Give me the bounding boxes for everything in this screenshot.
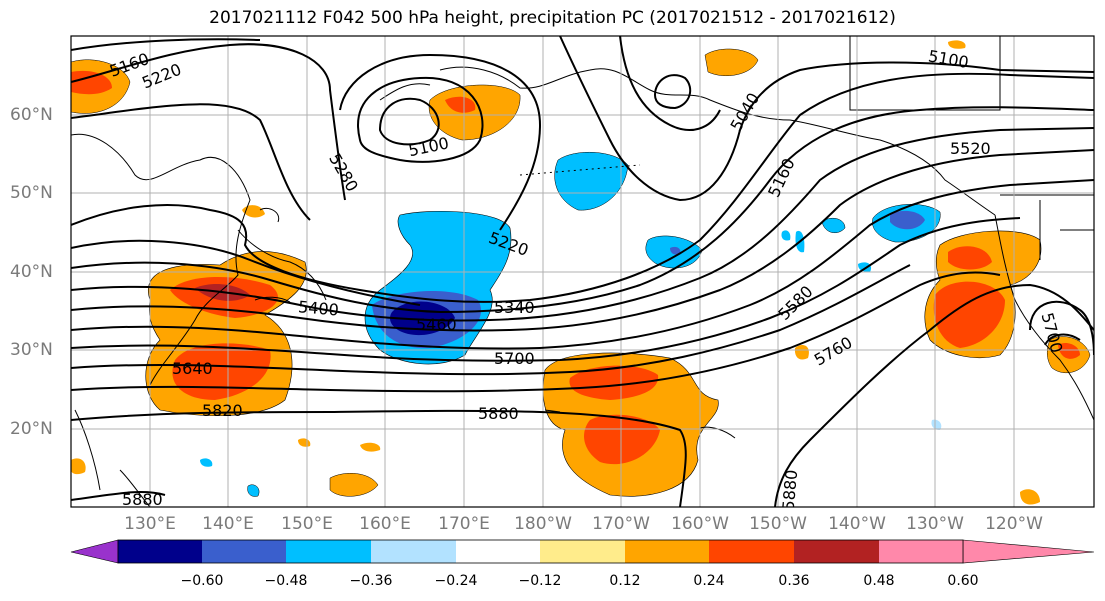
contour-label: 5400 — [297, 297, 339, 319]
map-title: 2017021112 F042 500 hPa height, precipit… — [209, 8, 896, 28]
contour-labels: 5160 5220 5100 5040 5100 5280 5160 5520 … — [107, 46, 1066, 511]
contour-label: 5460 — [416, 315, 457, 334]
longitude-label: 130°W — [906, 514, 964, 534]
contour-label: 5340 — [494, 298, 535, 317]
colorbar-segment — [286, 540, 371, 563]
longitude-label: 120°W — [985, 514, 1043, 534]
longitude-label: 150°E — [281, 514, 333, 534]
colorbar-tick-label: 0.24 — [693, 573, 725, 589]
colorbar-segment — [625, 540, 709, 563]
contour-label: 5640 — [172, 359, 213, 378]
colorbar-tick-label: 0.36 — [778, 573, 810, 589]
colorbar-segment — [456, 540, 540, 563]
precip-shading — [71, 40, 1091, 505]
latitude-label: 50°N — [10, 183, 53, 203]
colorbar-tick-label: −0.48 — [264, 573, 308, 589]
contour-label: 5700 — [494, 349, 535, 368]
contour-label: 5880 — [478, 404, 519, 423]
longitude-label: 180°W — [514, 514, 572, 534]
latitude-label: 30°N — [10, 340, 53, 360]
colorbar-segment — [794, 540, 879, 563]
colorbar-tick-label: −0.24 — [434, 573, 478, 589]
colorbar-segment — [118, 540, 202, 563]
colorbar-segment — [540, 540, 625, 563]
colorbar-tick-label: 0.60 — [947, 573, 979, 589]
longitude-label: 170°E — [438, 514, 490, 534]
colorbar-extend-low — [70, 539, 119, 564]
contour-label: 5820 — [202, 401, 243, 420]
latitude-label: 60°N — [10, 105, 53, 125]
longitude-label: 160°W — [671, 514, 729, 534]
longitude-label: 150°W — [749, 514, 807, 534]
longitude-label: 130°E — [124, 514, 176, 534]
latitude-label: 20°N — [10, 419, 53, 439]
height-contours — [71, 36, 1094, 507]
colorbar-tick-label: −0.36 — [349, 573, 393, 589]
graticule — [71, 36, 1094, 507]
longitude-label: 160°E — [359, 514, 411, 534]
colorbar-frame — [117, 539, 964, 564]
longitude-label: 140°E — [202, 514, 254, 534]
contour-label: 5880 — [779, 469, 801, 511]
colorbar-tick-label: −0.12 — [518, 573, 562, 589]
contour-label: 5520 — [950, 139, 991, 158]
colorbar-segment — [709, 540, 794, 563]
colorbar-tick-label: −0.60 — [180, 573, 224, 589]
colorbar-tick-label: 0.48 — [863, 573, 895, 589]
colorbar-segment — [371, 540, 456, 563]
colorbar-extend-high — [962, 539, 1095, 564]
longitude-label: 140°W — [828, 514, 886, 534]
colorbar — [70, 539, 1095, 564]
latitude-label: 40°N — [10, 262, 53, 282]
colorbar-segment — [202, 540, 286, 563]
contour-label: 5880 — [122, 490, 163, 509]
longitude-label: 170°W — [592, 514, 650, 534]
colorbar-tick-label: 0.12 — [609, 573, 641, 589]
colorbar-segment — [879, 540, 963, 563]
map-frame — [70, 35, 1095, 508]
